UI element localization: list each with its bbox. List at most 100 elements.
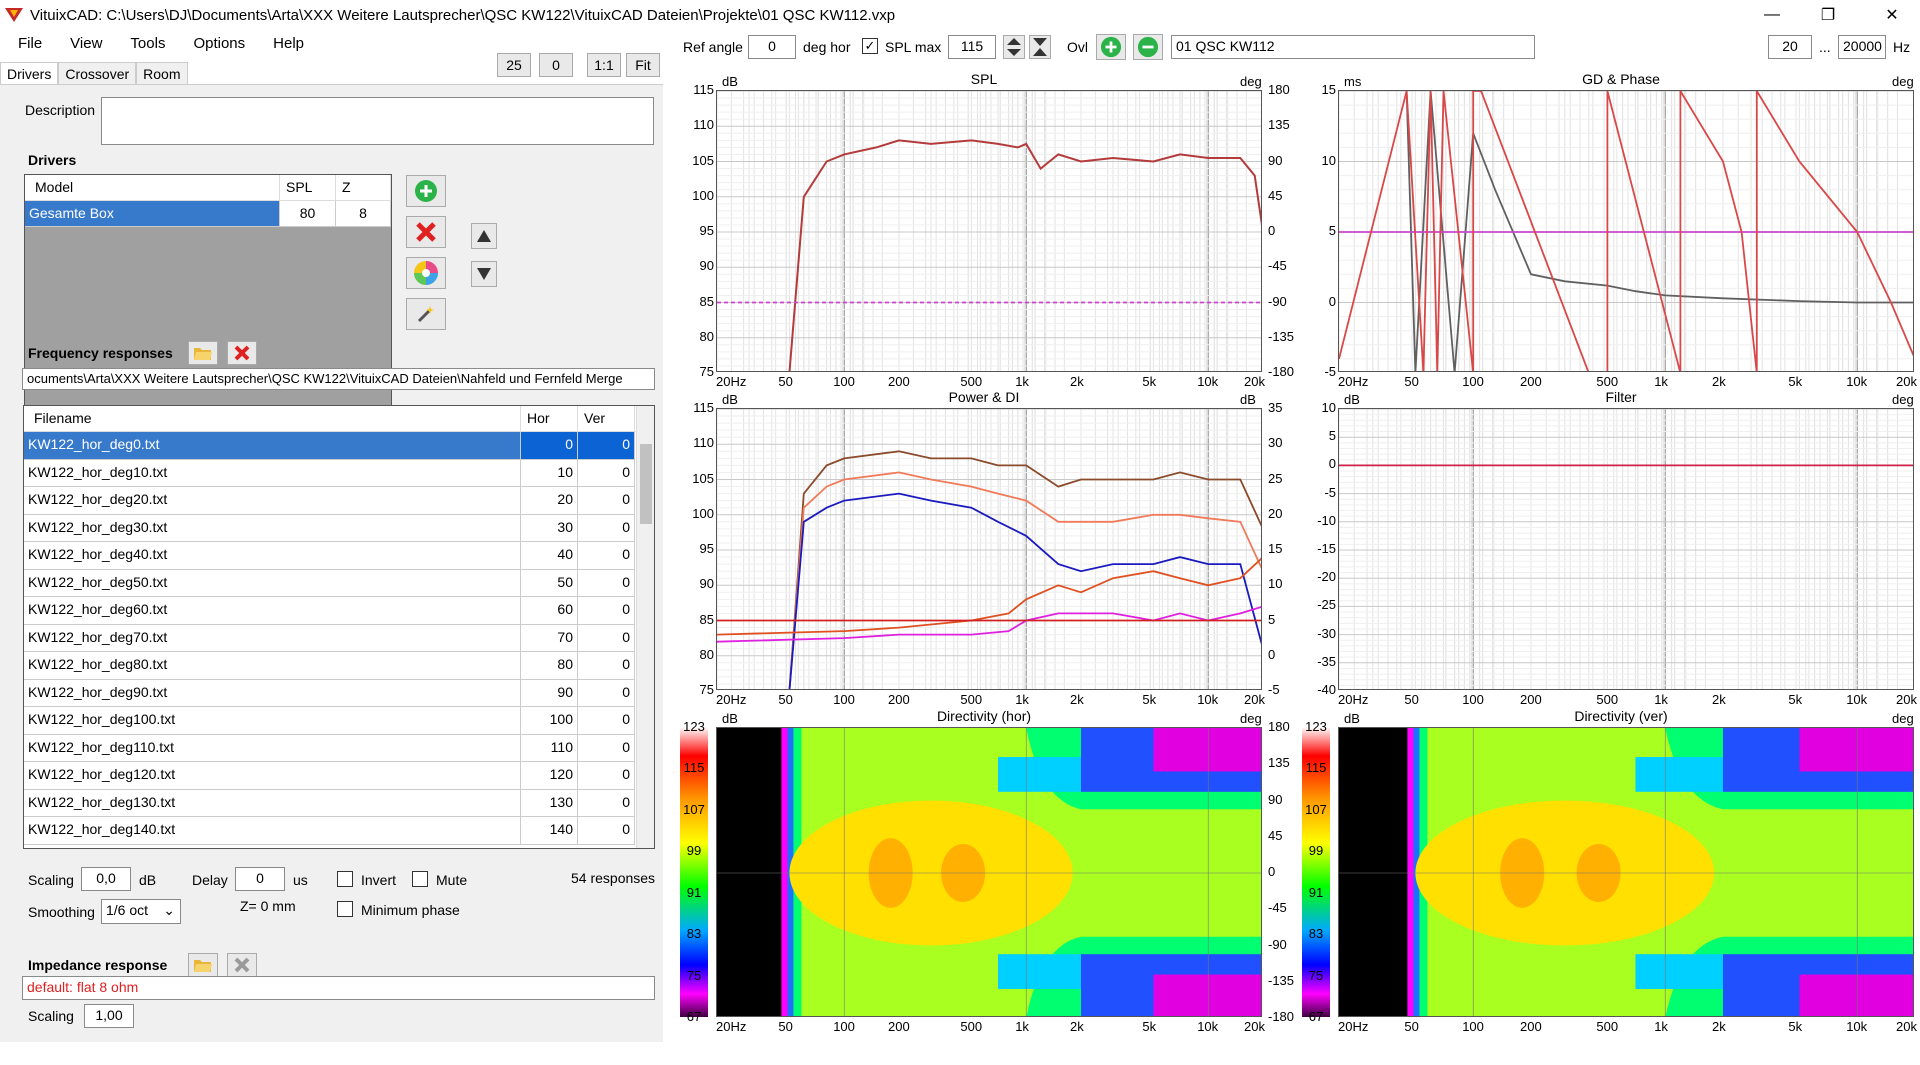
freq-cell-hor: 120 xyxy=(521,762,578,790)
freq-row[interactable]: KW122_hor_deg120.txt 120 0 xyxy=(24,762,654,790)
tab-bar: Drivers Crossover Room xyxy=(0,62,188,84)
delete-impedance-button[interactable] xyxy=(227,953,257,977)
us-unit: us xyxy=(293,872,308,888)
freq-row[interactable]: KW122_hor_deg80.txt 80 0 xyxy=(24,652,654,680)
freq-row[interactable]: KW122_hor_deg100.txt 100 0 xyxy=(24,707,654,735)
plot-dirv[interactable] xyxy=(1338,727,1914,1017)
freq-row[interactable]: KW122_hor_deg110.txt 110 0 xyxy=(24,734,654,762)
plot-dirh[interactable] xyxy=(716,727,1262,1017)
plot-gd[interactable] xyxy=(1338,90,1914,372)
zoom-value-1[interactable]: 25 xyxy=(497,53,531,77)
freq-row[interactable]: KW122_hor_deg60.txt 60 0 xyxy=(24,597,654,625)
freq-path-input[interactable]: ocuments\Arta\XXX Weitere Lautsprecher\Q… xyxy=(22,368,655,390)
scrollbar-thumb[interactable] xyxy=(640,444,652,524)
imp-scaling-input[interactable]: 1,00 xyxy=(84,1004,134,1028)
col-filename[interactable]: Filename xyxy=(24,406,521,432)
close-button[interactable]: ✕ xyxy=(1885,7,1899,24)
freq-max-input[interactable]: 20000 xyxy=(1838,35,1886,59)
color-button[interactable] xyxy=(406,257,446,289)
freq-row[interactable]: KW122_hor_deg70.txt 70 0 xyxy=(24,624,654,652)
menu-help[interactable]: Help xyxy=(273,35,305,52)
ovl-label: Ovl xyxy=(1067,39,1088,55)
move-down-button[interactable] xyxy=(471,261,497,287)
freq-row[interactable]: KW122_hor_deg40.txt 40 0 xyxy=(24,542,654,570)
tab-crossover[interactable]: Crossover xyxy=(58,62,137,84)
spl-stepper[interactable] xyxy=(1003,35,1025,59)
x-tick: 50 xyxy=(1404,692,1419,707)
move-up-button[interactable] xyxy=(471,223,497,249)
open-freq-button[interactable] xyxy=(188,341,218,365)
add-overlay-button[interactable] xyxy=(1096,34,1126,60)
delete-freq-button[interactable] xyxy=(227,341,257,365)
plot-power[interactable] xyxy=(716,408,1262,690)
remove-overlay-button[interactable] xyxy=(1133,34,1163,60)
tab-room[interactable]: Room xyxy=(136,62,188,84)
project-name-input[interactable]: 01 QSC KW112 xyxy=(1171,35,1535,59)
menu-options[interactable]: Options xyxy=(193,35,246,52)
z-offset-label: Z= 0 mm xyxy=(240,898,296,914)
scrollbar[interactable] xyxy=(636,406,654,848)
freq-row[interactable]: KW122_hor_deg20.txt 20 0 xyxy=(24,487,654,515)
zoom-1to1-button[interactable]: 1:1 xyxy=(587,53,621,77)
spl-auto-button[interactable] xyxy=(1029,35,1051,59)
driver-row[interactable]: Gesamte Box 80 8 xyxy=(25,201,391,227)
menu-view[interactable]: View xyxy=(70,35,103,52)
scaling-input[interactable]: 0,0 xyxy=(81,867,131,891)
ref-angle-input[interactable]: 0 xyxy=(748,35,796,59)
add-driver-button[interactable] xyxy=(406,175,446,207)
restore-button[interactable]: ❐ xyxy=(1820,7,1836,24)
invert-checkbox[interactable] xyxy=(337,871,353,887)
y-tick-left: 110 xyxy=(693,117,714,133)
x-tick: 5k xyxy=(1788,374,1803,389)
impedance-input[interactable]: default: flat 8 ohm xyxy=(22,976,655,1000)
zoom-value-2[interactable]: 0 xyxy=(539,53,573,77)
y-tick-left: 95 xyxy=(699,223,714,238)
menu-tools[interactable]: Tools xyxy=(130,35,166,52)
col-ver[interactable]: Ver xyxy=(578,406,635,432)
freq-row[interactable]: KW122_hor_deg30.txt 30 0 xyxy=(24,514,654,542)
y-tick-left: 5 xyxy=(1328,223,1336,238)
frequency-responses-label: Frequency responses xyxy=(28,345,173,361)
freq-response-table: Filename Hor Ver KW122_hor_deg0.txt 0 0 KW1… xyxy=(23,405,655,849)
smoothing-select[interactable]: 1/6 oct ⌄ xyxy=(101,899,181,924)
description-input[interactable] xyxy=(101,97,654,145)
menu-file[interactable]: File xyxy=(18,35,43,52)
y-tick-left: 105 xyxy=(692,152,714,168)
freq-min-input[interactable]: 20 xyxy=(1768,35,1812,59)
open-impedance-button[interactable] xyxy=(188,953,218,977)
plot-filter[interactable] xyxy=(1338,408,1914,690)
freq-row[interactable]: KW122_hor_deg50.txt 50 0 xyxy=(24,569,654,597)
freq-row[interactable]: KW122_hor_deg130.txt 130 0 xyxy=(24,789,654,817)
minimize-button[interactable]: — xyxy=(1764,6,1780,23)
y-tick-left: 80 xyxy=(699,646,714,662)
colorbar-tick: 75 xyxy=(1308,967,1324,983)
y-tick-left: -35 xyxy=(1317,653,1336,669)
freq-row[interactable]: KW122_hor_deg90.txt 90 0 xyxy=(24,679,654,707)
freq-row[interactable]: KW122_hor_deg140.txt 140 0 xyxy=(24,817,654,845)
delete-driver-button[interactable] xyxy=(406,216,446,248)
col-spl[interactable]: SPL xyxy=(280,175,336,201)
delay-input[interactable]: 0 xyxy=(235,867,285,891)
x-tick: 500 xyxy=(1596,1019,1619,1034)
col-z[interactable]: Z xyxy=(336,175,391,201)
driver-spl[interactable]: 80 xyxy=(280,201,336,227)
y-tick-right: -45 xyxy=(1268,900,1287,916)
mute-checkbox[interactable] xyxy=(412,871,428,887)
col-hor[interactable]: Hor xyxy=(521,406,578,432)
freq-row[interactable]: KW122_hor_deg0.txt 0 0 xyxy=(24,432,654,460)
minimum-phase-checkbox[interactable] xyxy=(337,901,353,917)
x-tick: 50 xyxy=(778,1019,793,1034)
driver-z[interactable]: 8 xyxy=(336,201,391,227)
wizard-button[interactable] xyxy=(406,298,446,330)
y-tick-left: -30 xyxy=(1317,625,1336,641)
spl-max-checkbox[interactable]: ✓ xyxy=(862,38,878,54)
plot-spl[interactable] xyxy=(716,90,1262,372)
freq-row[interactable]: KW122_hor_deg10.txt 10 0 xyxy=(24,459,654,487)
col-model[interactable]: Model xyxy=(25,175,280,201)
zoom-fit-button[interactable]: Fit xyxy=(626,53,660,77)
y-tick-right: 135 xyxy=(1268,117,1290,133)
tab-drivers[interactable]: Drivers xyxy=(0,62,59,84)
x-tick: 1k xyxy=(1654,692,1668,707)
spl-max-input[interactable]: 115 xyxy=(948,35,996,59)
x-tick: 50 xyxy=(1404,374,1419,389)
